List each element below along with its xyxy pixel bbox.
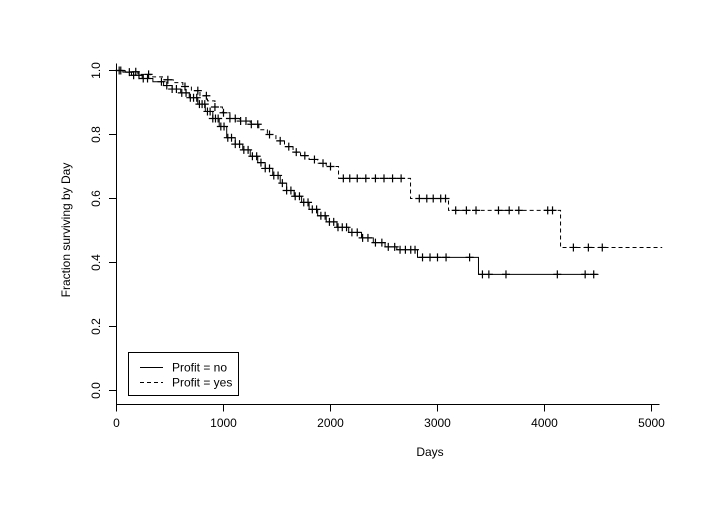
y-tick-label: 0.6 <box>89 190 103 207</box>
legend-box <box>128 352 239 396</box>
x-tick-label: 0 <box>113 416 120 430</box>
y-tick-label: 0.0 <box>89 382 103 399</box>
legend-item-label: Profit = yes <box>172 376 232 390</box>
y-tick-label: 0.4 <box>89 254 103 271</box>
x-axis-label: Days <box>416 445 443 459</box>
x-tick-label: 2000 <box>317 416 344 430</box>
y-axis-label: Fraction surviving by Day <box>59 163 73 298</box>
y-tick-label: 1.0 <box>89 62 103 79</box>
y-tick-label: 0.8 <box>89 126 103 143</box>
y-tick-label: 0.2 <box>89 318 103 335</box>
survival-curve <box>116 70 663 248</box>
x-axis: 0 1000 2000 3000 4000 5000 Days <box>113 404 665 459</box>
x-tick-label: 5000 <box>638 416 665 430</box>
x-tick-label: 1000 <box>210 416 237 430</box>
x-tick-label: 4000 <box>531 416 558 430</box>
series-profit-yes <box>116 66 663 252</box>
y-axis: 0.0 0.2 0.4 0.6 0.8 1.0 Fraction surviving by … <box>59 62 117 405</box>
x-tick-label: 3000 <box>424 416 451 430</box>
legend-item-label: Profit = no <box>172 361 227 375</box>
censor-marks <box>116 66 607 252</box>
